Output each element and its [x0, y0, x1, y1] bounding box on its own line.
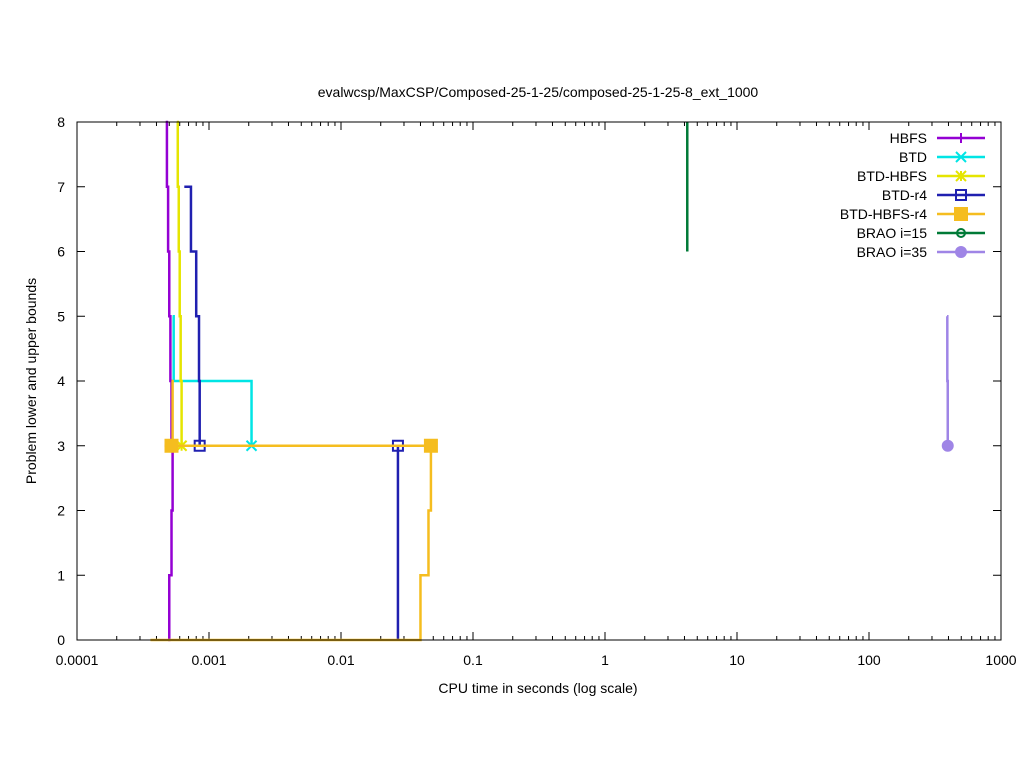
x-tick-label: 0.01 — [327, 652, 354, 668]
x-tick-label: 1 — [601, 652, 609, 668]
x-tick-label: 10 — [729, 652, 745, 668]
series-btd-hbfs-r4 — [150, 379, 438, 642]
legend: HBFS BTD BTD-HBFS BTD-r4 BTD-HBFS-r4 BRAO i=1… — [840, 130, 985, 260]
series-brao-i-35-upper-line — [946, 315, 950, 446]
legend-label: HBFS — [890, 130, 927, 146]
axis-ticks — [76, 121, 1002, 641]
legend-label: BRAO i=15 — [857, 225, 928, 241]
legend-item-btd-hbfs-r4: BTD-HBFS-r4 — [840, 206, 985, 222]
chart-title: evalwcsp/MaxCSP/Composed-25-1-25/compose… — [318, 84, 759, 100]
y-tick-label: 2 — [57, 503, 65, 519]
legend-marker — [956, 133, 966, 143]
x-axis-label: CPU time in seconds (log scale) — [438, 680, 637, 696]
x-tick-label: 0.1 — [463, 652, 483, 668]
x-tick-label: 1000 — [985, 652, 1016, 668]
series-brao-i-35 — [941, 315, 954, 452]
y-tick-label: 4 — [57, 373, 65, 389]
y-tick-label: 6 — [57, 244, 65, 260]
legend-item-brao-i-15: BRAO i=15 — [857, 225, 985, 241]
legend-marker — [955, 170, 967, 182]
plot-frame — [76, 121, 1002, 641]
legend-item-btd-r4: BTD-r4 — [882, 187, 985, 203]
series-btd-hbfs-r4-point — [423, 438, 438, 453]
y-tick-label: 5 — [57, 308, 65, 324]
legend-label: BRAO i=35 — [857, 244, 928, 260]
series-btd-hbfs — [175, 120, 188, 452]
series-btd-hbfs-r4-upper-line — [171, 379, 431, 447]
x-tick-label: 0.0001 — [56, 652, 99, 668]
x-tick-label: 0.001 — [191, 652, 226, 668]
y-tick-label: 0 — [57, 632, 65, 648]
legend-marker — [955, 246, 967, 258]
legend-marker — [956, 228, 966, 238]
series-btd-hbfs-r4-point — [164, 438, 179, 453]
series-layer — [150, 120, 954, 642]
series-btd-r4-upper-line — [184, 185, 201, 446]
legend-marker — [954, 207, 968, 221]
y-axis-label: Problem lower and upper bounds — [23, 278, 39, 484]
legend-item-brao-i-35: BRAO i=35 — [857, 244, 985, 260]
y-tick-label: 7 — [57, 179, 65, 195]
legend-label: BTD-HBFS-r4 — [840, 206, 927, 222]
legend-label: BTD-r4 — [882, 187, 927, 203]
legend-item-hbfs: HBFS — [890, 130, 985, 146]
series-brao-i-35-point — [941, 439, 954, 452]
y-tick-label: 8 — [57, 114, 65, 130]
legend-label: BTD — [899, 149, 927, 165]
series-btd-hbfs-upper-line — [176, 120, 183, 446]
x-tick-label: 100 — [857, 652, 881, 668]
legend-item-btd-hbfs: BTD-HBFS — [857, 168, 985, 184]
x-tick-labels: 0.0001 0.001 0.01 0.1 1 10 100 1000 — [56, 652, 1017, 668]
y-tick-labels: 0 1 2 3 4 5 6 7 8 — [57, 114, 65, 648]
series-btd-upper-line — [172, 315, 253, 446]
legend-item-btd: BTD — [899, 149, 985, 165]
legend-marker — [955, 151, 967, 163]
y-tick-label: 3 — [57, 438, 65, 454]
series-btd-r4 — [184, 185, 404, 640]
series-btd-hbfs-r4-lower-line — [150, 445, 433, 642]
legend-marker — [955, 189, 967, 201]
legend-label: BTD-HBFS — [857, 168, 927, 184]
series-btd — [172, 315, 258, 452]
series-hbfs-lower-line — [168, 445, 174, 642]
series-hbfs-upper-line — [164, 120, 173, 447]
y-tick-label: 1 — [57, 567, 65, 583]
